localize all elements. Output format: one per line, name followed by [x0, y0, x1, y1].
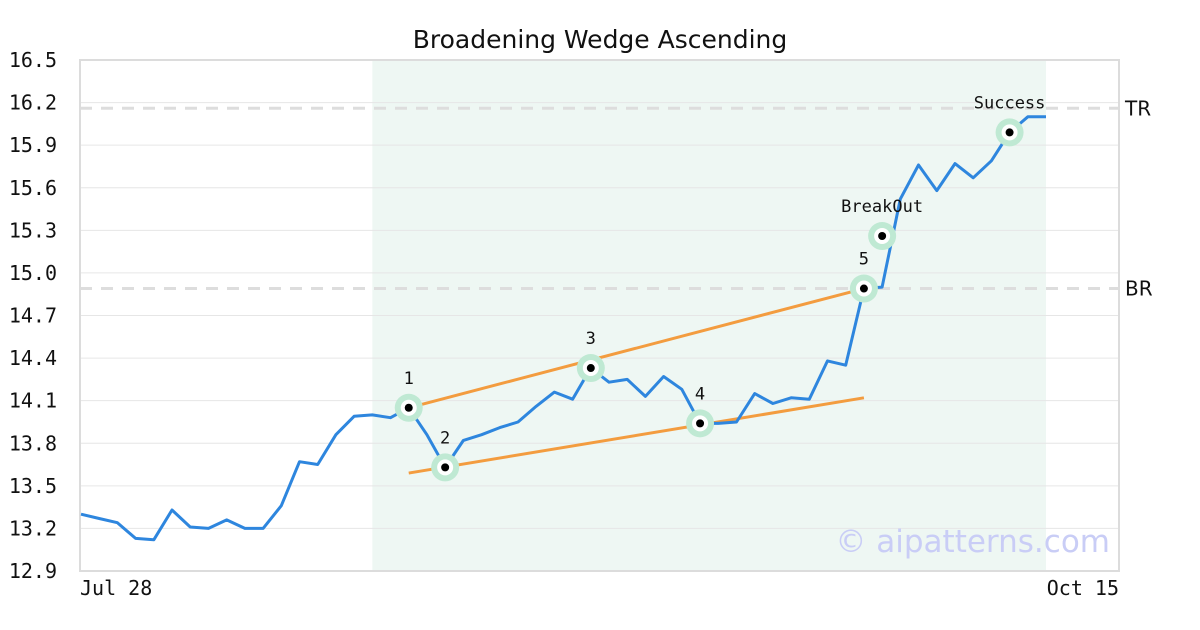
- point-label-5: 5: [859, 250, 869, 270]
- watermark: © aipatterns.com: [835, 524, 1110, 560]
- y-tick-label: 16.5: [9, 48, 57, 72]
- level-label-br: BR: [1125, 277, 1153, 301]
- y-tick-label: 12.9: [9, 559, 57, 583]
- y-tick-label: 15.3: [9, 218, 57, 242]
- plot-frame: [79, 59, 1120, 572]
- point-label-breakout: BreakOut: [841, 197, 923, 217]
- point-label-3: 3: [586, 329, 596, 349]
- x-axis: Jul 28 Oct 15: [80, 576, 1119, 600]
- y-tick-label: 15.9: [9, 133, 57, 157]
- y-tick-label: 13.8: [9, 431, 57, 455]
- chart-title: Broadening Wedge Ascending: [413, 25, 788, 54]
- upper-trendline: [408, 287, 865, 410]
- level-label-tr: TR: [1124, 96, 1151, 120]
- trendlines: [408, 287, 865, 475]
- point-label-2: 2: [440, 428, 450, 448]
- point-dot-3: [586, 364, 595, 373]
- y-tick-label: 15.6: [9, 176, 57, 200]
- point-dot-success: [1005, 128, 1014, 137]
- price-series-line: [80, 115, 1046, 542]
- point-dot-1: [404, 403, 413, 412]
- y-tick-label: 15.0: [9, 261, 57, 285]
- y-tick-label: 14.4: [9, 346, 57, 370]
- y-axis: 12.9 13.2 13.5 13.8 14.1 14.4 14.7 15.0 15.3 15.6…: [9, 48, 57, 583]
- x-tick-start: Jul 28: [80, 576, 152, 600]
- point-label-1: 1: [404, 369, 414, 389]
- y-tick-label: 16.2: [9, 91, 57, 115]
- y-tick-label: 13.2: [9, 516, 57, 540]
- point-dot-breakout: [878, 232, 887, 241]
- lower-trendline: [408, 396, 865, 475]
- point-label-success: Success: [974, 93, 1046, 113]
- pattern-points: 1 2 3 4 5 BreakOut Success: [394, 93, 1046, 482]
- point-dot-2: [441, 463, 450, 472]
- y-tick-label: 14.7: [9, 304, 57, 328]
- y-tick-label: 14.1: [9, 389, 57, 413]
- y-tick-label: 13.5: [9, 474, 57, 498]
- level-lines: TR BR: [80, 96, 1153, 301]
- x-tick-end: Oct 15: [1047, 576, 1119, 600]
- point-dot-5: [859, 284, 868, 293]
- point-dot-4: [696, 419, 705, 428]
- point-label-4: 4: [695, 384, 705, 404]
